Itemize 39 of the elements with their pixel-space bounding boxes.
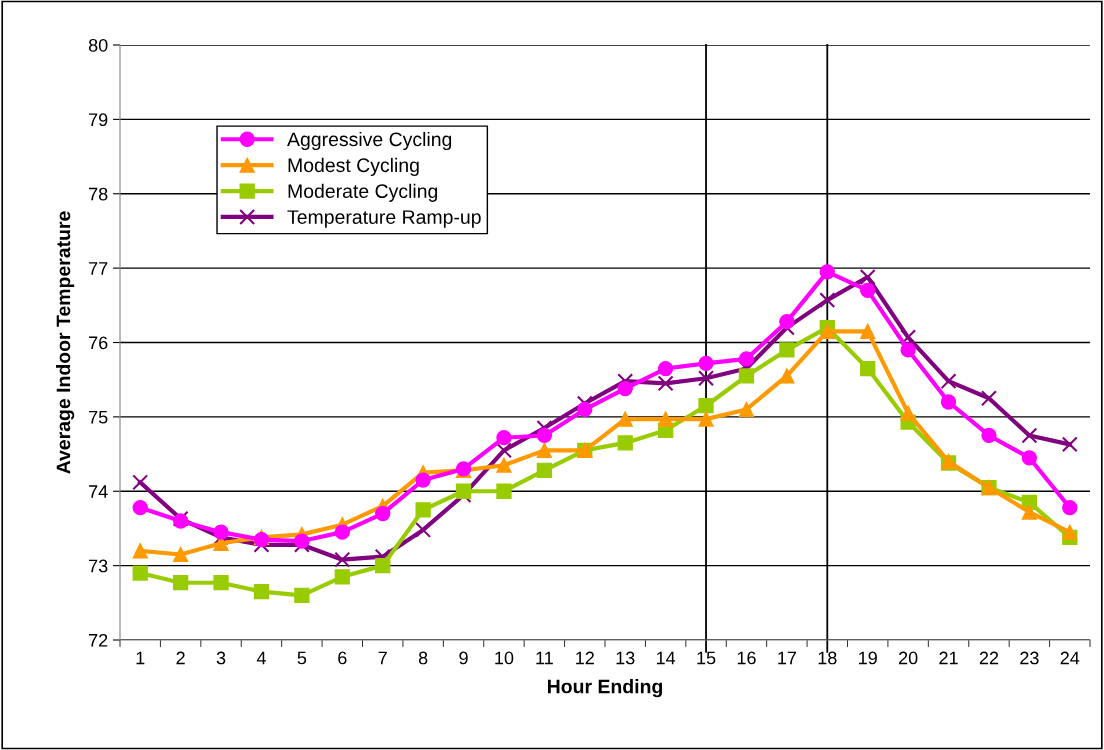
y-tick-label: 73: [89, 559, 108, 573]
y-tick-label: 77: [89, 262, 108, 275]
y-tick-label: 80: [88, 38, 108, 52]
x-tick-label: 3: [216, 651, 226, 665]
x-tick-label: 6: [338, 651, 347, 665]
legend-label: Temperature Ramp-up: [287, 210, 481, 228]
x-tick-label: 19: [859, 651, 877, 665]
legend-label: Aggressive Cycling: [287, 131, 452, 151]
y-tick-label: 79: [89, 113, 108, 127]
x-tick-label: 2: [176, 651, 185, 665]
x-tick-label: 22: [979, 651, 999, 665]
y-tick-label: 72: [89, 633, 108, 647]
x-tick-label: 11: [536, 651, 553, 665]
x-tick-label: 16: [737, 651, 756, 665]
x-tick-label: 9: [459, 651, 468, 665]
legend-label: Moderate Cycling: [288, 183, 438, 202]
x-tick-label: 21: [939, 651, 958, 665]
x-tick-label: 12: [576, 651, 594, 665]
x-tick-label: 18: [818, 651, 837, 665]
x-axis-title: Hour Ending: [547, 679, 663, 698]
y-tick-label: 75: [89, 411, 108, 424]
x-tick-label: 8: [418, 651, 428, 665]
x-tick-label: 24: [1060, 651, 1080, 665]
y-tick-label: 76: [89, 336, 108, 350]
y-tick-label: 78: [89, 187, 108, 201]
x-tick-label: 7: [378, 651, 387, 665]
x-tick-label: 5: [297, 651, 307, 665]
x-tick-label: 14: [656, 651, 676, 665]
y-axis-title: Average Indoor Temperature: [56, 211, 75, 474]
x-tick-label: 1: [136, 651, 145, 665]
x-tick-label: 23: [1020, 651, 1039, 665]
legend-label: Modest Cycling: [288, 157, 419, 176]
x-tick-label: 15: [697, 651, 716, 665]
x-tick-label: 17: [778, 651, 797, 665]
x-tick-label: 4: [256, 651, 266, 665]
y-tick-label: 74: [89, 485, 108, 498]
x-tick-label: 13: [616, 651, 635, 665]
x-tick-label: 10: [495, 651, 514, 665]
x-tick-label: 20: [898, 651, 918, 665]
